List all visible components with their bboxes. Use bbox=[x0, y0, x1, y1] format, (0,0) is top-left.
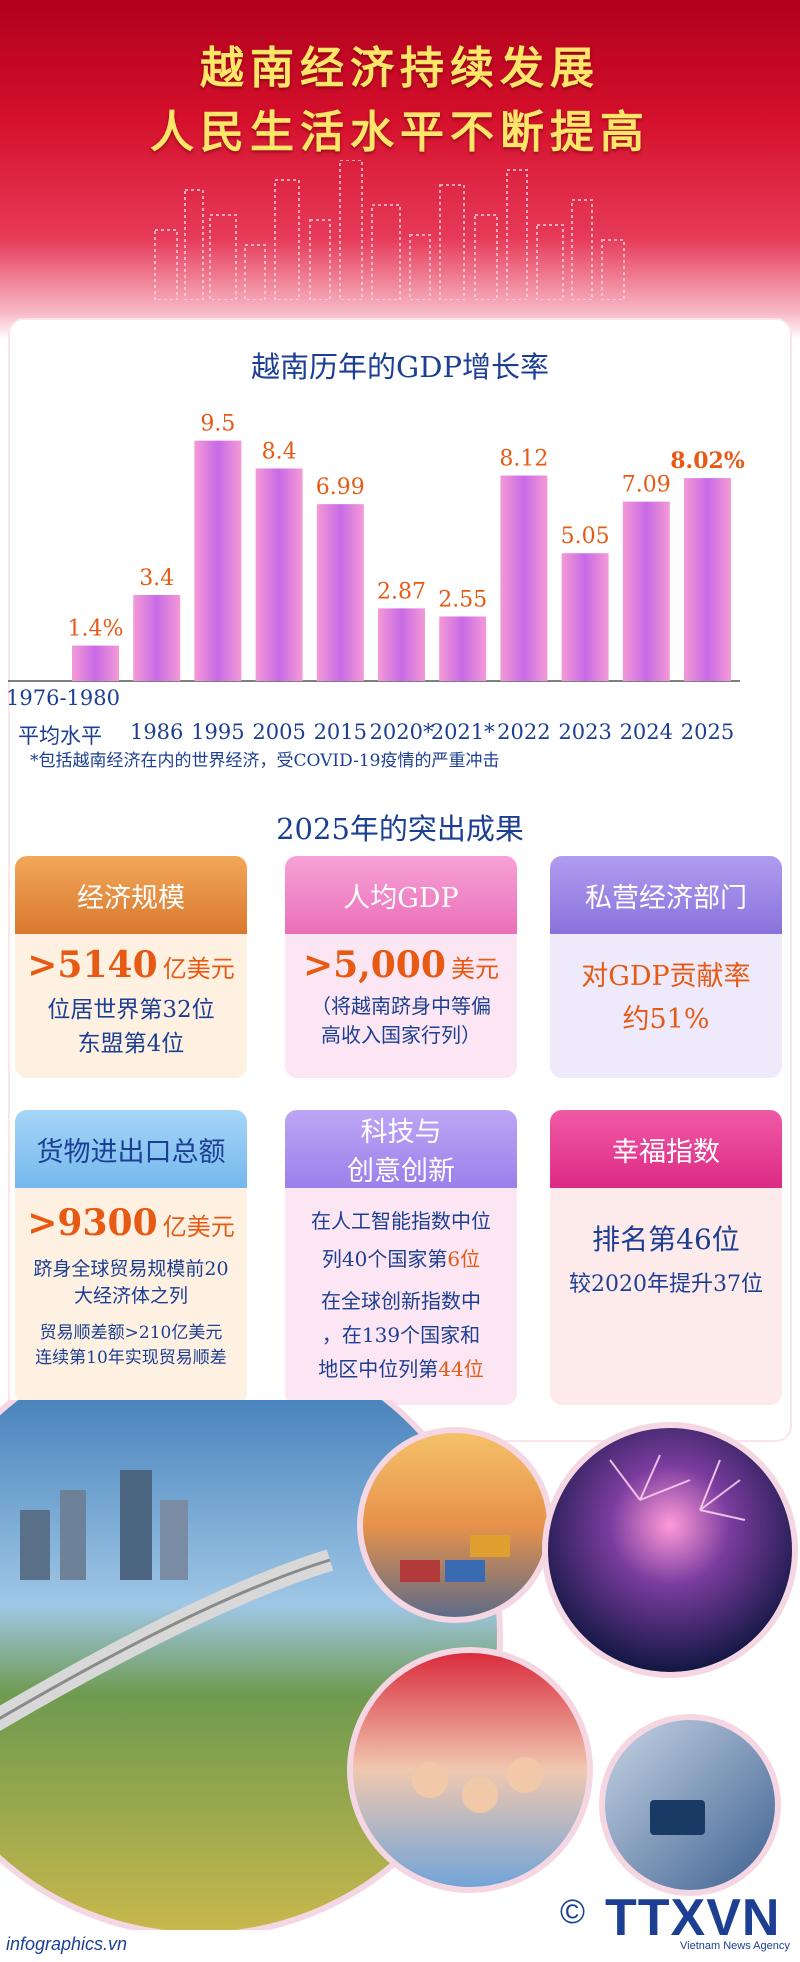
bar-value-label-3: 8.4 bbox=[262, 439, 297, 464]
happiness-line2: 较2020年提升37位 bbox=[569, 1272, 763, 1297]
bar-value-label-8: 5.05 bbox=[561, 524, 610, 549]
innovation-line2a: 列40个国家第 bbox=[321, 1247, 448, 1271]
category-label-3: 2005 bbox=[252, 720, 306, 744]
header-title-line2: 人民生活水平不断提高 bbox=[150, 107, 650, 158]
card-happiness-head: 幸福指数 bbox=[550, 1110, 782, 1188]
innovation-head-line2: 创意创新 bbox=[347, 1156, 455, 1187]
agency-name: Vietnam News Agency bbox=[680, 1940, 790, 1952]
card-innovation: 科技与 创意创新 在人工智能指数中位 列40个国家第6位 在全球创新指数中 ，在… bbox=[285, 1110, 517, 1405]
bar-value-label-0: 1.4% bbox=[68, 617, 124, 642]
category-label-10: 2025 bbox=[680, 720, 735, 744]
category-label-9: 2024 bbox=[619, 720, 674, 744]
photo-collage bbox=[0, 1400, 798, 1930]
category-label-4: 2015 bbox=[313, 720, 368, 744]
card-economy-scale: 经济规模 >5140 亿美元 位居世界第32位 东盟第4位 bbox=[15, 856, 247, 1078]
innovation-line5a: 地区中位列第 bbox=[318, 1357, 439, 1381]
achievements-title: 2025年的突出成果 bbox=[276, 812, 524, 846]
bar-2 bbox=[194, 440, 242, 681]
copyright-icon: © bbox=[560, 1893, 586, 1931]
bar-7 bbox=[500, 475, 548, 681]
bar-value-label-1: 3.4 bbox=[139, 566, 174, 591]
trade-line4: 连续第10年实现贸易顺差 bbox=[35, 1348, 227, 1368]
ttxvn-logo: TTXVN bbox=[605, 1889, 781, 1947]
bar-3 bbox=[255, 468, 303, 681]
bar-value-label-6: 2.55 bbox=[438, 587, 487, 612]
category-label-8: 2023 bbox=[558, 720, 612, 744]
innovation-gii-rank: 44位 bbox=[438, 1357, 484, 1381]
gdp-per-capita-value: >5,000 bbox=[303, 944, 446, 986]
source-site: infographics.vn bbox=[6, 1934, 128, 1954]
category-label-0-line2: 平均水平 bbox=[18, 724, 102, 748]
bar-10 bbox=[684, 478, 731, 681]
card-private-sector: 私营经济部门 对GDP贡献率 约51% bbox=[550, 856, 782, 1078]
card-innovation-head: 科技与 创意创新 bbox=[285, 1110, 517, 1188]
gdp-chart-title: 越南历年的GDP增长率 bbox=[251, 350, 549, 384]
card-gdp-per-capita: 人均GDP >5,000 美元 （将越南跻身中等偏 高收入国家行列） bbox=[285, 856, 517, 1078]
gdp-bar-chart: 1.4% 3.4 9.5 8.4 6.99 2.87 2.55 8.12 5.05 7.098.0… bbox=[8, 412, 745, 682]
photo-fireworks bbox=[542, 1422, 798, 1678]
category-label-5: 2020* bbox=[369, 720, 434, 744]
photo-children-flags bbox=[347, 1647, 593, 1893]
innovation-line3: 在全球创新指数中 bbox=[321, 1289, 481, 1313]
trade-value: >9300 bbox=[27, 1202, 158, 1244]
bar-1 bbox=[133, 594, 181, 681]
card-trade-head: 货物进出口总额 bbox=[15, 1110, 247, 1188]
bar-5 bbox=[378, 608, 425, 681]
trade-line2: 大经济体之列 bbox=[73, 1285, 188, 1307]
bar-value-label-7: 8.12 bbox=[499, 447, 548, 472]
bar-value-label-4: 6.99 bbox=[316, 475, 365, 500]
private-sector-line1: 对GDP贡献率 bbox=[581, 961, 751, 992]
city-skyline-illustration bbox=[154, 160, 625, 300]
category-label-6: 2021* bbox=[430, 720, 495, 744]
card-private-sector-head: 私营经济部门 bbox=[550, 856, 782, 934]
header-title-line1: 越南经济持续发展 bbox=[200, 43, 600, 94]
bar-value-label-5: 2.87 bbox=[377, 579, 426, 604]
economy-unit: 亿美元 bbox=[162, 955, 235, 983]
card-happiness: 幸福指数 排名第46位 较2020年提升37位 bbox=[550, 1110, 782, 1405]
economy-value: >5140 bbox=[27, 944, 158, 986]
bar-value-label-9: 7.09 bbox=[622, 473, 671, 498]
bar-8 bbox=[561, 553, 609, 681]
innovation-line1: 在人工智能指数中位 bbox=[311, 1209, 491, 1233]
bar-value-label-2: 9.5 bbox=[200, 412, 235, 437]
bar-4 bbox=[316, 504, 364, 681]
chart-footnote: *包括越南经济在内的世界经济，受COVID-19疫情的严重冲击 bbox=[30, 751, 500, 771]
category-label-7: 2022 bbox=[497, 720, 551, 744]
category-label-2: 1995 bbox=[191, 720, 245, 744]
happiness-line1: 排名第46位 bbox=[592, 1223, 740, 1256]
category-label-0-line1: 1976-1980 bbox=[6, 686, 120, 710]
economy-line1: 位居世界第32位 bbox=[47, 997, 215, 1023]
private-sector-line2: 约51% bbox=[622, 1004, 710, 1035]
innovation-ai-rank: 6位 bbox=[447, 1247, 481, 1271]
card-economy-head: 经济规模 bbox=[15, 856, 247, 934]
card-trade: 货物进出口总额 >9300 亿美元 跻身全球贸易规模前20 大经济体之列 贸易顺… bbox=[15, 1110, 247, 1405]
economy-line2: 东盟第4位 bbox=[77, 1031, 185, 1057]
innovation-head-line1: 科技与 bbox=[360, 1117, 442, 1148]
trade-line1: 跻身全球贸易规模前20 bbox=[33, 1258, 229, 1280]
gdp-per-capita-unit: 美元 bbox=[451, 955, 499, 983]
bar-9 bbox=[622, 501, 670, 681]
gdp-per-capita-line1: （将越南跻身中等偏 bbox=[311, 994, 491, 1018]
gdp-per-capita-line2: 高收入国家行列） bbox=[321, 1023, 481, 1047]
card-gdp-per-capita-head: 人均GDP bbox=[285, 856, 517, 934]
bar-value-label-10: 8.02% bbox=[670, 448, 745, 474]
category-label-1: 1986 bbox=[129, 720, 184, 744]
bar-0 bbox=[72, 645, 119, 681]
trade-line3: 贸易顺差额>210亿美元 bbox=[39, 1323, 223, 1343]
photo-logistics-port bbox=[357, 1427, 553, 1623]
header-banner: 越南经济持续发展 人民生活水平不断提高 bbox=[0, 0, 800, 340]
trade-unit: 亿美元 bbox=[162, 1213, 235, 1241]
bar-6 bbox=[439, 616, 487, 681]
innovation-line4: ，在139个国家和 bbox=[321, 1323, 481, 1347]
